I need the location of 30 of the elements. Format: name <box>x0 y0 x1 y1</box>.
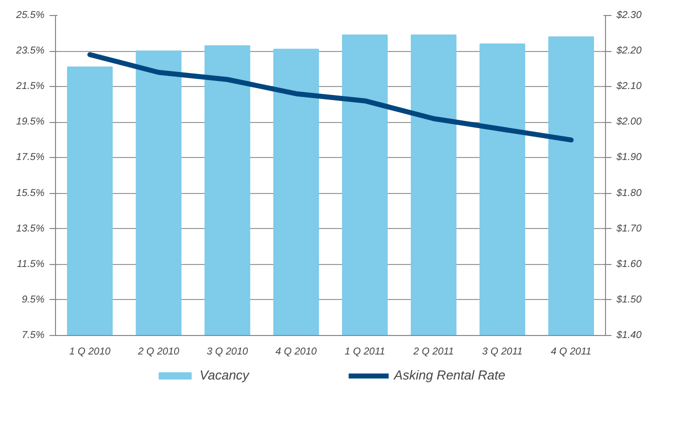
x-tick-label: 3 Q 2011 <box>482 346 523 358</box>
y2-tick-label: $2.30 <box>616 10 642 21</box>
y2-tick-label: $1.50 <box>616 294 642 306</box>
y-tick-label: 23.5% <box>15 46 45 57</box>
x-tick-label: 1 Q 2011 <box>344 346 386 358</box>
x-tick-label: 4 Q 2010 <box>276 346 318 358</box>
legend-label: Vacancy <box>200 368 250 382</box>
y2-tick-label: $2.10 <box>616 81 642 92</box>
x-tick-label: 2 Q 2011 <box>412 346 454 358</box>
y-tick-label: 11.5% <box>16 258 45 270</box>
y2-tick-label: $1.70 <box>616 223 642 234</box>
x-tick-label: 4 Q 2011 <box>550 346 592 358</box>
y-tick-label: 15.5% <box>16 188 45 199</box>
y-tick-label: 17.5% <box>16 152 45 164</box>
y2-tick-label: $2.00 <box>616 116 642 128</box>
y-tick-label: 19.5% <box>16 116 45 128</box>
y-tick-label: 25.5% <box>15 10 45 21</box>
y-tick-label: 7.5% <box>22 330 45 341</box>
y-tick-label: 21.5% <box>15 81 45 92</box>
x-tick-label: 1 Q 2010 <box>69 346 111 358</box>
y2-tick-label: $1.80 <box>616 188 642 199</box>
y2-tick-label: $1.60 <box>616 258 642 270</box>
y2-tick-label: $1.90 <box>616 152 642 164</box>
legend-label: Asking Rental Rate <box>394 368 506 382</box>
x-tick-label: 3 Q 2010 <box>206 346 248 358</box>
y2-tick-label: $1.40 <box>616 330 642 341</box>
y-tick-label: 13.5% <box>16 223 45 234</box>
y-tick-label: 9.5% <box>22 294 45 306</box>
x-tick-label: 2 Q 2010 <box>137 346 180 358</box>
y2-tick-label: $2.20 <box>616 46 642 57</box>
